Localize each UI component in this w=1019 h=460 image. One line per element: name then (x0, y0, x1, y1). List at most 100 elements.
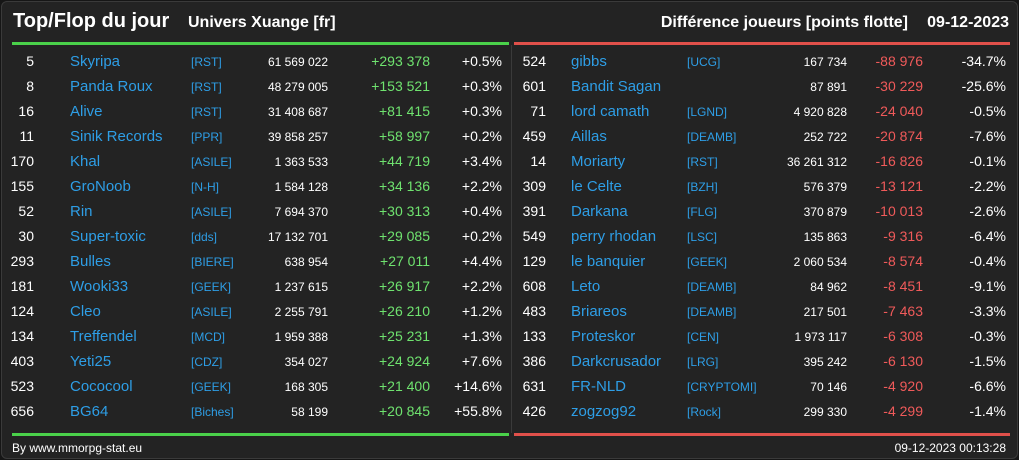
alliance-tag-link[interactable]: [GEEK] (687, 255, 728, 269)
player-points: 61 569 022 (267, 55, 328, 69)
top-row: 403 Yeti25 [CDZ] 354 027 +24 924 +7.6% (10, 349, 510, 374)
alliance-tag-link[interactable]: [dds] (191, 230, 218, 244)
player-name-link[interactable]: Moriarty (571, 153, 626, 170)
player-name-link[interactable]: Bulles (70, 253, 111, 270)
player-name-link[interactable]: gibbs (571, 53, 607, 70)
subtitle: Différence joueurs [points flotte] (660, 14, 908, 31)
percent-change: -1.4% (969, 403, 1006, 419)
player-points: 87 891 (810, 80, 847, 94)
player-points: 370 879 (803, 205, 847, 219)
alliance-tag-link[interactable]: [PPR] (191, 130, 223, 144)
player-name-link[interactable]: Briareos (571, 303, 627, 320)
alliance-tag-link[interactable]: [GEEK] (191, 380, 232, 394)
player-rank: 523 (10, 378, 34, 394)
percent-change: -34.7% (961, 53, 1006, 69)
points-difference: -13 121 (875, 178, 923, 194)
player-rank: 426 (522, 403, 546, 419)
player-name-link[interactable]: perry rhodan (571, 228, 657, 245)
alliance-tag-link[interactable]: [DEAMB] (687, 305, 737, 319)
player-name-link[interactable]: Khal (70, 153, 101, 170)
player-points: 36 261 312 (786, 155, 847, 169)
alliance-tag-link[interactable]: [ASILE] (191, 155, 232, 169)
player-name-link[interactable]: Sinik Records (70, 128, 163, 145)
alliance-tag-link[interactable]: [LRG] (687, 355, 719, 369)
player-name-link[interactable]: Proteskor (571, 328, 636, 345)
alliance-tag-link[interactable]: [ASILE] (191, 305, 232, 319)
percent-change: -2.2% (969, 178, 1006, 194)
points-difference: +30 313 (379, 203, 430, 219)
points-difference: +25 231 (379, 328, 430, 344)
top-row: 30 Super-toxic [dds] 17 132 701 +29 085 +0.2% (10, 224, 510, 249)
alliance-tag-link[interactable]: [Biches] (191, 405, 234, 419)
alliance-tag-link[interactable]: [ASILE] (191, 205, 232, 219)
player-name-link[interactable]: lord camath (571, 103, 650, 120)
player-name-link[interactable]: GroNoob (70, 178, 131, 195)
player-name-link[interactable]: Darkcrusador (571, 353, 662, 370)
percent-change: +0.2% (461, 228, 502, 244)
player-name-link[interactable]: Treffendel (70, 328, 137, 345)
player-name-link[interactable]: Yeti25 (70, 353, 112, 370)
alliance-tag-link[interactable]: [CRYPTOMI] (687, 380, 757, 394)
top-row: 170 Khal [ASILE] 1 363 533 +44 719 +3.4% (10, 149, 510, 174)
percent-change: -3.3% (969, 303, 1006, 319)
player-name-link[interactable]: le banquier (571, 253, 646, 270)
player-name-link[interactable]: zogzog92 (571, 403, 637, 420)
player-name-link[interactable]: Super-toxic (70, 228, 146, 245)
player-points: 31 408 687 (267, 105, 328, 119)
alliance-tag-link[interactable]: [LSC] (687, 230, 718, 244)
top-row: 16 Alive [RST] 31 408 687 +81 415 +0.3% (10, 99, 510, 124)
player-name-link[interactable]: Cococool (70, 378, 133, 395)
alliance-tag-link[interactable]: [DEAMB] (687, 280, 737, 294)
alliance-tag-link[interactable]: [FLG] (687, 205, 718, 219)
points-difference: -16 826 (875, 153, 923, 169)
alliance-tag-link[interactable]: [UCG] (687, 55, 721, 69)
player-name-link[interactable]: Wooki33 (70, 278, 129, 295)
player-points: 4 920 828 (793, 105, 847, 119)
points-difference: +29 085 (379, 228, 430, 244)
points-difference: -4 299 (883, 403, 923, 419)
alliance-tag-link[interactable]: [CDZ] (191, 355, 223, 369)
top-row: 8 Panda Roux [RST] 48 279 005 +153 521 +0.3% (10, 74, 510, 99)
top-row: 124 Cleo [ASILE] 2 255 791 +26 210 +1.2% (10, 299, 510, 324)
alliance-tag-link[interactable]: [RST] (191, 105, 222, 119)
points-difference: -20 874 (875, 128, 923, 144)
player-rank: 403 (10, 353, 34, 369)
player-name-link[interactable]: Aillas (571, 128, 607, 145)
player-points: 395 242 (803, 355, 847, 369)
alliance-tag-link[interactable]: [DEAMB] (687, 130, 737, 144)
player-name-link[interactable]: Darkana (571, 203, 628, 220)
alliance-tag-link[interactable]: [MCD] (191, 330, 225, 344)
alliance-tag-link[interactable]: [BZH] (687, 180, 718, 194)
player-name-link[interactable]: FR-NLD (571, 378, 626, 395)
alliance-tag-link[interactable]: [RST] (191, 55, 222, 69)
page-title: Top/Flop du jour (13, 10, 170, 32)
player-points: 1 363 533 (274, 155, 328, 169)
alliance-tag-link[interactable]: [LGND] (687, 105, 728, 119)
player-name-link[interactable]: le Celte (571, 178, 622, 195)
player-name-link[interactable]: BG64 (70, 403, 109, 420)
percent-change: -7.6% (969, 128, 1006, 144)
alliance-tag-link[interactable]: [CEN] (687, 330, 720, 344)
percent-change: -9.1% (969, 278, 1006, 294)
bottom-divider-red (514, 433, 1010, 436)
player-name-link[interactable]: Rin (70, 203, 93, 220)
alliance-tag-link[interactable]: [N-H] (191, 180, 219, 194)
player-name-link[interactable]: Skyripa (70, 53, 121, 70)
player-name-link[interactable]: Bandit Sagan (571, 78, 662, 95)
percent-change: +4.4% (461, 253, 502, 269)
top-row: 181 Wooki33 [GEEK] 1 237 615 +26 917 +2.2% (10, 274, 510, 299)
player-name-link[interactable]: Leto (571, 278, 601, 295)
percent-change: +1.3% (461, 328, 502, 344)
alliance-tag-link[interactable]: [RST] (687, 155, 718, 169)
footer-timestamp: 09-12-2023 00:13:28 (894, 441, 1006, 455)
alliance-tag-link[interactable]: [BIERE] (191, 255, 234, 269)
player-rank: 524 (522, 53, 546, 69)
flop-row: 426 zogzog92 [Rock] 299 330 -4 299 -1.4% (514, 399, 1014, 424)
alliance-tag-link[interactable]: [GEEK] (191, 280, 232, 294)
footer-credit-link[interactable]: By www.mmorpg-stat.eu (12, 441, 143, 455)
player-name-link[interactable]: Cleo (70, 303, 101, 320)
alliance-tag-link[interactable]: [RST] (191, 80, 222, 94)
player-name-link[interactable]: Panda Roux (70, 78, 153, 95)
player-name-link[interactable]: Alive (70, 103, 103, 120)
alliance-tag-link[interactable]: [Rock] (687, 405, 722, 419)
